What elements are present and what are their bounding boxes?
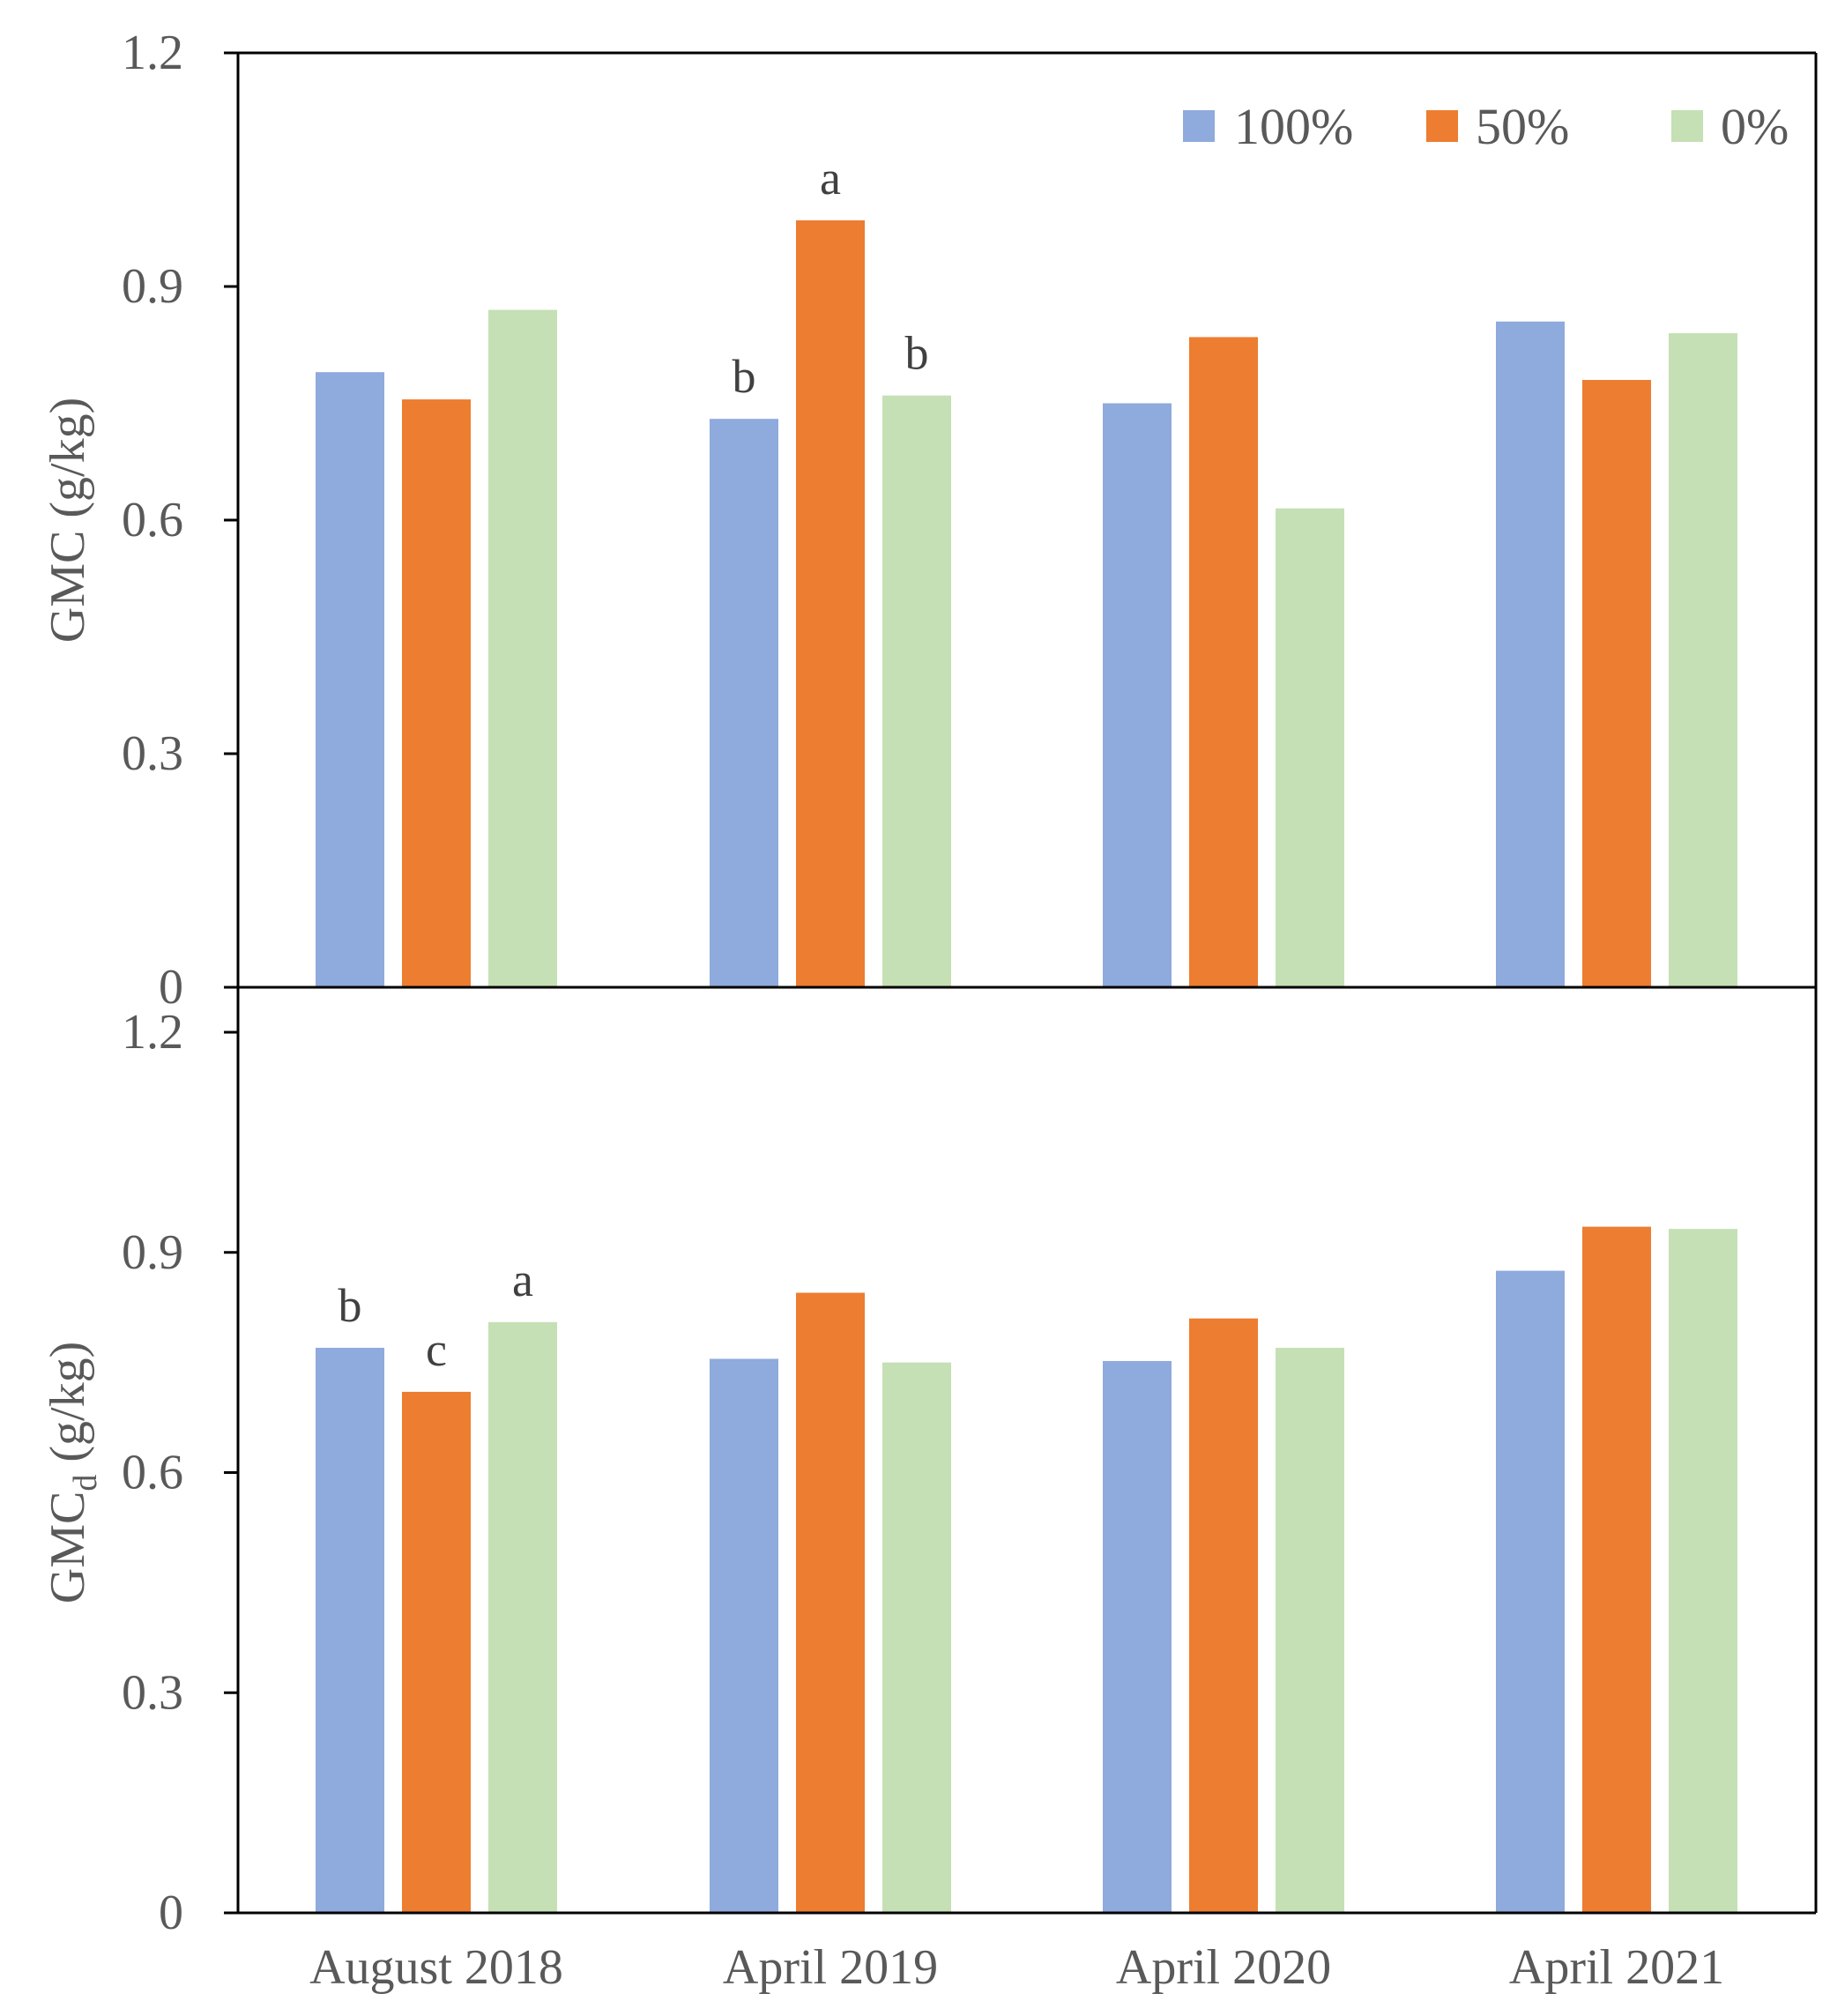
bar-bottom-0pct-4 [1669,1229,1737,1913]
bar-bottom-0pct-1 [488,1321,557,1913]
y-axis-title-bottom: GMCd (g/kg) [41,1342,104,1603]
bar-bottom-50pct-3 [1189,1318,1258,1913]
bar-top-100pct-3 [1103,403,1172,987]
x-tick-label-4: April 2021 [1509,1940,1724,1995]
bar-top-0pct-4 [1669,333,1737,987]
bar-bottom-0pct-3 [1276,1347,1344,1913]
bar-top-50pct-2 [796,219,865,987]
y-tick-label-top-1: 0.3 [122,726,183,781]
x-tick-label-3: April 2020 [1116,1940,1331,1995]
y-tick-label-top-0: 0 [159,960,183,1015]
significance-letter-bottom-1: b [338,1279,362,1332]
legend-swatch-0pct [1671,110,1703,142]
significance-letter-bottom-2: c [426,1323,447,1376]
significance-letter-top-2: a [820,152,841,205]
bar-top-0pct-1 [488,309,557,987]
bar-bottom-100pct-2 [710,1358,778,1913]
legend: 100% 50% 0% [1183,98,1789,155]
y-tick-label-bottom-1: 0.3 [122,1665,183,1720]
panel-top: b a b 0 0.3 0.6 0.9 1.2 GMC (g/kg) 100% 50% 0% [41,26,1818,1015]
bar-top-100pct-4 [1496,321,1565,987]
bar-top-100pct-2 [710,419,778,988]
significance-letter-top-3: b [905,327,929,380]
bar-bottom-100pct-3 [1103,1360,1172,1913]
panel-bottom: b c a 0 0.3 0.6 0.9 1.2 GMCd (g/kg) August 2018 Ap… [41,986,1818,1995]
bar-top-100pct-1 [316,372,384,988]
y-tick-label-top-2: 0.6 [122,493,183,547]
y-tick-label-bottom-3: 0.9 [122,1225,183,1280]
y-axis-title-top: GMC (g/kg) [41,398,95,643]
significance-letter-bottom-3: a [512,1253,533,1306]
bar-bottom-50pct-2 [796,1292,865,1913]
legend-label-50pct: 50% [1476,98,1569,155]
legend-swatch-50pct [1426,110,1458,142]
bar-bottom-100pct-1 [316,1347,384,1913]
y-tick-label-top-4: 1.2 [122,26,183,80]
y-tick-label-bottom-2: 0.6 [122,1446,183,1500]
bar-top-50pct-3 [1189,337,1258,988]
x-tick-label-2: April 2019 [723,1940,938,1995]
x-tick-label-1: August 2018 [309,1940,563,1995]
legend-label-0pct: 0% [1721,98,1789,155]
y-tick-label-top-3: 0.9 [122,259,183,314]
bar-top-50pct-1 [402,399,471,987]
legend-label-100pct: 100% [1234,98,1353,155]
bar-bottom-0pct-2 [882,1362,951,1913]
y-tick-label-bottom-4: 1.2 [122,1005,183,1060]
bar-top-0pct-2 [882,395,951,988]
bar-bottom-50pct-4 [1582,1226,1651,1913]
bar-bottom-50pct-1 [402,1391,471,1913]
bar-top-50pct-4 [1582,380,1651,987]
y-tick-label-bottom-0: 0 [159,1886,183,1940]
legend-swatch-100pct [1183,110,1215,142]
significance-letter-top-1: b [733,350,756,403]
bar-top-0pct-3 [1276,508,1344,987]
bar-bottom-100pct-4 [1496,1270,1565,1913]
